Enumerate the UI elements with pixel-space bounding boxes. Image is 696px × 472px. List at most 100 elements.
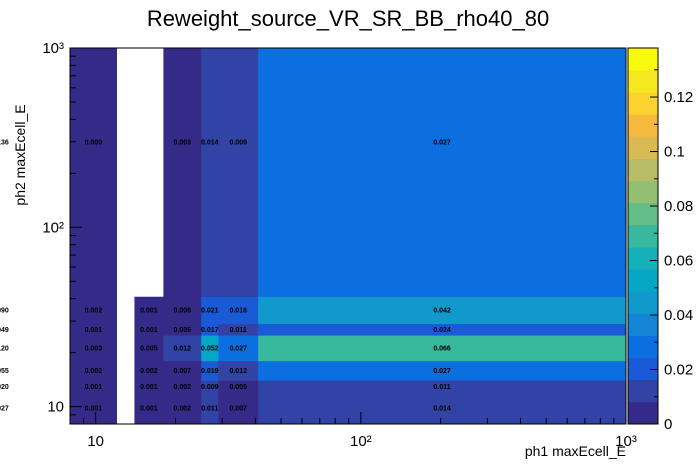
heatmap-cell (201, 296, 219, 325)
cell-value-label: 0.042 (433, 308, 451, 315)
cell-value-label: 0.049 (0, 327, 9, 334)
heatmap-cell-labels: 0.001 0.001 0.002 0.011 0.007 0.014 0.027 0.001… (0, 139, 451, 412)
heatmap-cell (218, 360, 259, 381)
heatmap-cell (218, 323, 259, 336)
heatmap-cell (134, 360, 164, 381)
heatmap-cell (258, 335, 627, 362)
colorbar: 0 0.02 0.04 0.06 0.08 0.1 0.12 (627, 47, 693, 433)
cell-value-label: 0.020 (0, 384, 9, 391)
cell-value-label: 0.017 (201, 327, 219, 334)
colorbar-segment (628, 92, 658, 115)
colorbar-tick-label: 0.06 (664, 253, 693, 270)
heatmap-cell (134, 335, 164, 362)
heatmap-cell (258, 360, 627, 381)
cell-value-label: 0.014 (433, 406, 451, 413)
heatmap-cell (218, 335, 259, 362)
cell-value-label: 0.001 (85, 384, 103, 391)
cell-value-label: 0.027 (0, 406, 9, 413)
colorbar-segment (628, 291, 658, 314)
heatmap-cell (201, 392, 219, 425)
heatmap-cell (218, 380, 259, 393)
colorbar-tick-label: 0.1 (664, 144, 685, 161)
cell-value-label: 0.011 (201, 406, 218, 413)
colorbar-tick-label: 0.12 (664, 89, 693, 106)
colorbar-segment (628, 158, 658, 182)
heatmap-cell (163, 360, 202, 381)
x-axis-label: ph1 maxEcell_E (525, 443, 626, 459)
y-tick-label: 10³ (42, 40, 64, 57)
cell-value-label: 0.052 (201, 346, 219, 353)
colorbar-tick-label: 0.02 (664, 362, 693, 379)
cell-value-label: 0.003 (85, 346, 103, 353)
heatmap-cell (70, 360, 117, 381)
cell-value-label: 0.007 (229, 406, 247, 413)
colorbar-segment (628, 247, 658, 270)
y-tick-label: 10 (47, 399, 64, 416)
cell-value-label: 0.000 (85, 139, 103, 146)
colorbar-segment (628, 224, 658, 248)
cell-value-label: 0.019 (201, 368, 219, 375)
x-axis-ticks: 10 10² 10³ (69, 412, 637, 450)
colorbar-segment (628, 136, 658, 159)
heatmap-cell (201, 380, 219, 393)
heatmap-cell (163, 380, 202, 393)
y-axis-label: ph2 maxEcell_E (12, 104, 28, 205)
cell-value-label: 0.002 (174, 406, 192, 413)
cell-value-label: 0.090 (0, 308, 9, 315)
x-tick-label: 10 (87, 433, 104, 450)
heatmap-cell (258, 48, 627, 298)
cell-value-label: 0.012 (174, 346, 192, 353)
heatmap-cell (134, 380, 164, 393)
heatmap-cell (70, 335, 117, 362)
colorbar-segment (628, 269, 658, 292)
heatmap-cell (70, 296, 117, 325)
heatmap-cell (201, 323, 219, 336)
cell-value-label: 0.014 (201, 139, 219, 146)
colorbar-segment (628, 379, 658, 403)
cell-value-label: 0.001 (140, 308, 158, 315)
heatmap-cell (163, 335, 202, 362)
cell-value-label: 0.001 (85, 327, 103, 334)
heatmap-cell (163, 296, 202, 325)
heatmap-cell (134, 323, 164, 336)
cell-value-label: 0.001 (140, 327, 158, 334)
cell-value-label: 0.007 (174, 368, 192, 375)
colorbar-segment (628, 70, 658, 93)
cell-value-label: 0.002 (85, 308, 103, 315)
heatmap-cell (201, 335, 219, 362)
cell-value-label: 0.011 (434, 384, 451, 391)
x-tick-label: 10² (350, 433, 372, 450)
heatmap-cell (201, 360, 219, 381)
cell-value-label: 0.011 (230, 327, 247, 334)
colorbar-segment (628, 335, 658, 358)
cell-value-label: 0.066 (433, 346, 451, 353)
cell-value-label: 0.055 (0, 368, 9, 375)
colorbar-segment (628, 357, 658, 381)
colorbar-segment (628, 401, 658, 425)
heatmap-cell (163, 392, 202, 425)
cell-value-label: 0.021 (201, 308, 219, 315)
cell-value-label: 0.002 (85, 368, 103, 375)
colorbar-tick-label: 0 (664, 416, 672, 433)
heatmap-cells (70, 48, 627, 425)
chart-title: Reweight_source_VR_SR_BB_rho40_80 (147, 6, 549, 31)
heatmap-cell (70, 323, 117, 336)
heatmap-cell (70, 392, 117, 425)
cell-value-label: 0.006 (174, 327, 192, 334)
cell-value-label: 0.001 (85, 406, 103, 413)
colorbar-segment (628, 202, 658, 226)
cell-value-label: 0.027 (229, 346, 247, 353)
cell-value-label: 0.009 (229, 139, 247, 146)
colorbar-segment (628, 313, 658, 336)
cell-value-label: 0.005 (229, 384, 247, 391)
heatmap-cell (163, 323, 202, 336)
heatmap-cell (134, 392, 164, 425)
heatmap-cell (258, 323, 627, 336)
cell-value-label: 0.018 (229, 308, 247, 315)
cell-value-label: 0.024 (433, 327, 451, 334)
cell-value-label: 0.001 (140, 406, 158, 413)
y-axis-ticks: 10 10² 10³ (42, 40, 82, 425)
cell-value-label: 0.012 (229, 368, 247, 375)
cell-value-label: 0.027 (433, 139, 451, 146)
heatmap-cell (218, 392, 259, 425)
